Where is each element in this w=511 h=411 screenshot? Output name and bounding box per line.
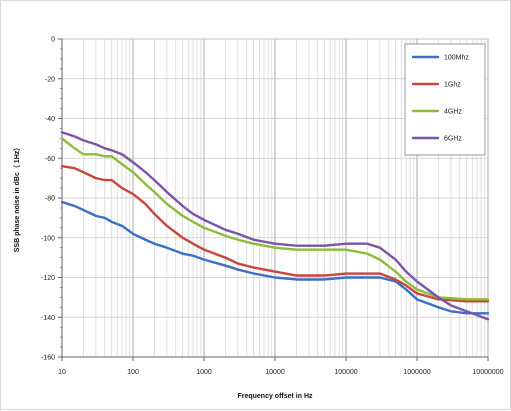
x-tick-label: 1000: [196, 369, 212, 376]
legend-label: 1Ghz: [444, 82, 461, 89]
series-line-6ghz: [60, 131, 490, 321]
legend-label: 6GHz: [444, 136, 462, 143]
y-tick-label: -140: [41, 315, 55, 322]
y-tick-label: -100: [41, 235, 55, 242]
y-tick-label: -80: [45, 196, 55, 203]
x-tick-label: 10: [58, 369, 66, 376]
legend-label: 100Mhz: [444, 55, 469, 62]
y-tick-label: -120: [41, 275, 55, 282]
series-line-4ghz: [60, 137, 490, 301]
x-tick-label: 10000: [265, 369, 285, 376]
legend-box: [404, 43, 486, 156]
series-line-1ghz: [60, 165, 490, 303]
x-tick-label: 100000: [334, 369, 357, 376]
y-tick-label: -160: [41, 355, 55, 362]
legend-label: 4GHz: [444, 109, 462, 116]
x-tick-label: 10000000: [472, 369, 503, 376]
y-tick-label: -60: [45, 156, 55, 163]
series-line-100mhz: [60, 200, 490, 315]
y-tick-label: 0: [51, 37, 55, 44]
y-tick-label: -20: [45, 76, 55, 83]
x-tick-label: 1000000: [403, 369, 430, 376]
x-tick-label: 100: [127, 369, 139, 376]
y-tick-label: -40: [45, 116, 55, 123]
y-axis-label: SSB phase noise in dBc（ 1Hz）: [13, 144, 21, 253]
x-axis-label: Frequency offset in Hz: [237, 393, 313, 400]
